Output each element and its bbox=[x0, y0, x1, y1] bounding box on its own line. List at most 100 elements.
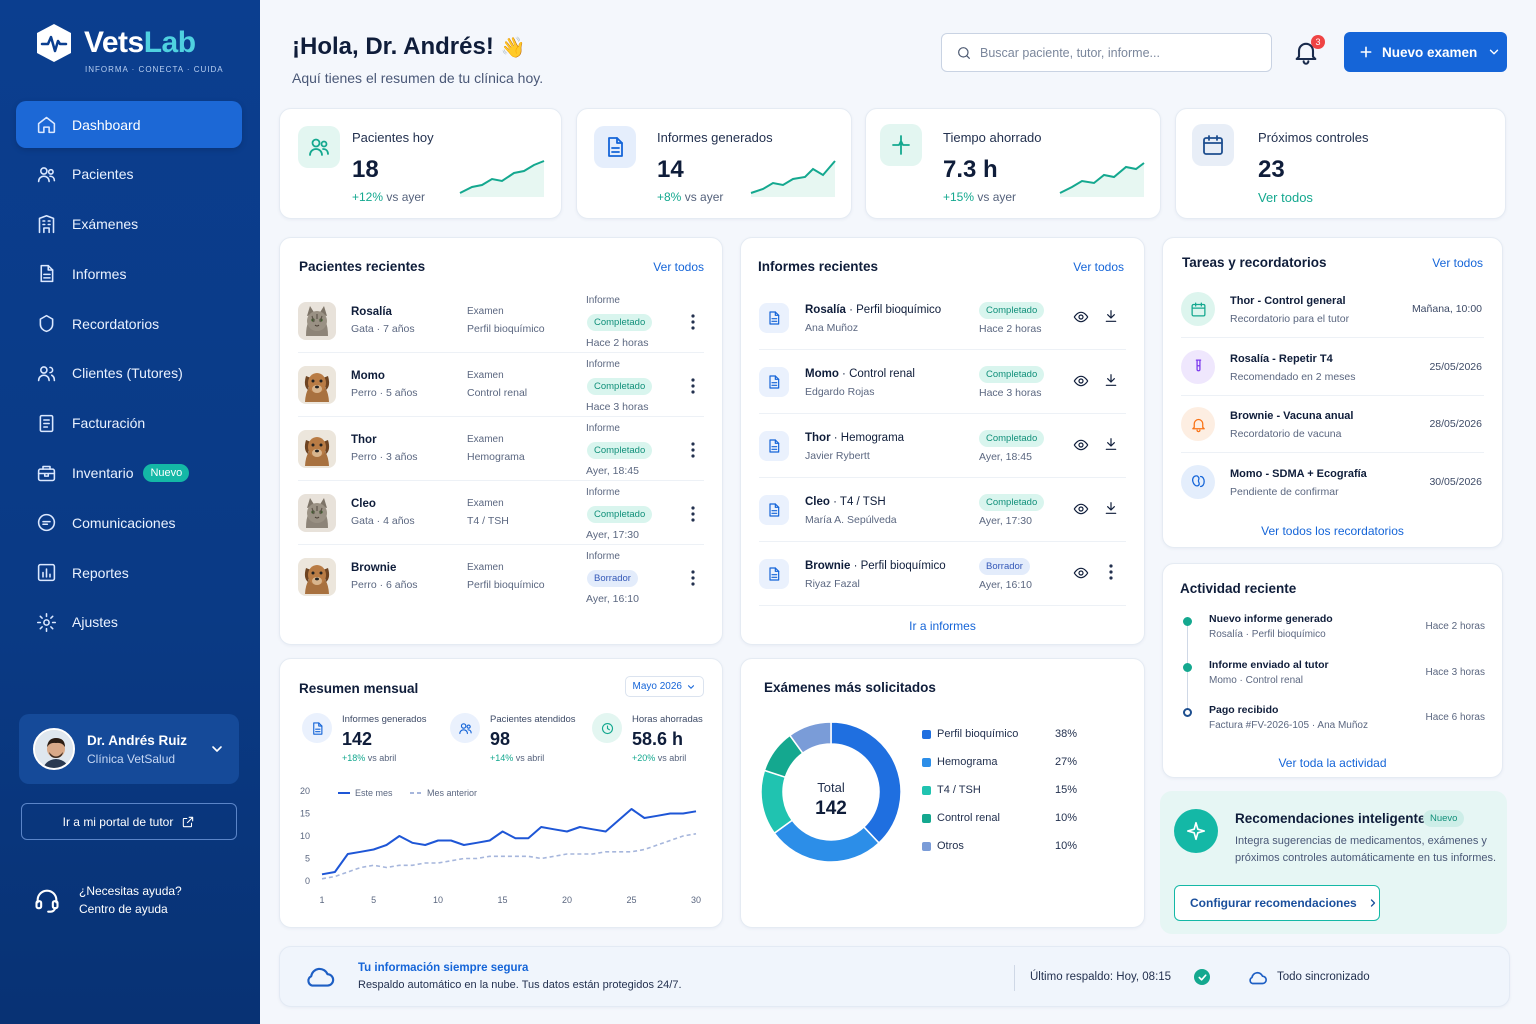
donut-slice-hemograma[interactable] bbox=[773, 819, 880, 863]
help-center-link[interactable]: ¿Necesitas ayuda? Centro de ayuda bbox=[33, 882, 182, 918]
cloud-icon bbox=[307, 967, 335, 987]
search-input[interactable] bbox=[980, 45, 1250, 60]
sidebar-item-label: Reportes bbox=[72, 564, 129, 581]
donut-slice-otros[interactable] bbox=[788, 721, 832, 755]
sidebar-item-dashboard[interactable]: Dashboard bbox=[16, 101, 242, 148]
sidebar-item-label: Exámenes bbox=[72, 216, 139, 233]
table-row[interactable]: Momo Perro · 5 años Examen Control renal… bbox=[298, 353, 704, 417]
table-row[interactable]: Momo · Control renal Edgardo Rojas Compl… bbox=[759, 350, 1126, 414]
task-title: Momo - SDMA + Ecografía bbox=[1230, 467, 1367, 480]
table-row[interactable]: Cleo Gata · 4 años Examen T4 / TSH Infor… bbox=[298, 481, 704, 545]
more-options-icon[interactable] bbox=[691, 442, 695, 458]
download-button[interactable] bbox=[1103, 500, 1119, 516]
document-icon-wrap bbox=[759, 303, 789, 333]
sidebar-item-informes[interactable]: Informes bbox=[16, 250, 242, 297]
view-button[interactable] bbox=[1073, 565, 1089, 581]
kpi-value: 23 bbox=[1258, 156, 1285, 183]
task-icon-wrap bbox=[1181, 292, 1215, 326]
go-to-reports-link[interactable]: Ir a informes bbox=[909, 619, 976, 633]
month-select[interactable]: Mayo 2026 bbox=[624, 676, 704, 697]
status-badge: Completado bbox=[979, 494, 1045, 511]
status-badge: Borrador bbox=[587, 570, 638, 587]
sidebar-item-recordatorios[interactable]: Recordatorios bbox=[16, 300, 242, 347]
exams-donut-chart bbox=[760, 721, 902, 863]
stat-value: 98 bbox=[490, 729, 511, 749]
cloud-sync-icon bbox=[1249, 971, 1267, 985]
task-item[interactable]: Thor - Control general Recordatorio para… bbox=[1181, 281, 1484, 338]
security-text: Respaldo automático en la nube. Tus dato… bbox=[358, 979, 682, 991]
task-item[interactable]: Rosalía - Repetir T4 Recomendado en 2 me… bbox=[1181, 339, 1484, 396]
chevron-down-icon[interactable] bbox=[209, 741, 225, 757]
pet-photo bbox=[298, 366, 336, 404]
more-options-icon[interactable] bbox=[691, 378, 695, 394]
view-all-reminders-link[interactable]: Ver todos los recordatorios bbox=[1261, 524, 1404, 538]
new-exam-button[interactable]: Nuevo examen bbox=[1344, 32, 1507, 72]
table-row[interactable]: Rosalía Gata · 7 años Examen Perfil bioq… bbox=[298, 289, 704, 353]
stat-delta: +14% vs abril bbox=[490, 753, 545, 763]
document-icon bbox=[769, 311, 780, 325]
report-time: Hace 2 horas bbox=[979, 323, 1042, 335]
notification-bell-icon[interactable] bbox=[1292, 38, 1320, 66]
view-all-link[interactable]: Ver todos bbox=[1432, 256, 1483, 270]
kpi-view-all-link[interactable]: Ver todos bbox=[1258, 190, 1313, 205]
table-row[interactable]: Brownie Perro · 6 años Examen Perfil bio… bbox=[298, 545, 704, 609]
sidebar-item-clientes-tutores[interactable]: Clientes (Tutores) bbox=[16, 350, 242, 397]
user-card[interactable]: Dr. Andrés Ruiz Clínica VetSalud bbox=[19, 714, 239, 784]
view-button[interactable] bbox=[1073, 309, 1089, 325]
table-row[interactable]: Rosalía · Perfil bioquímico Ana Muñoz Co… bbox=[759, 286, 1126, 350]
sidebar-item-pacientes[interactable]: Pacientes bbox=[16, 151, 242, 198]
series-line-this-month bbox=[321, 808, 697, 876]
more-options-icon[interactable] bbox=[1109, 564, 1113, 580]
activity-item[interactable]: Nuevo informe generado Rosalía · Perfil … bbox=[1163, 611, 1502, 656]
more-button[interactable] bbox=[1103, 564, 1113, 580]
view-button[interactable] bbox=[1073, 501, 1089, 517]
plus-icon bbox=[1360, 46, 1372, 58]
view-button[interactable] bbox=[1073, 373, 1089, 389]
table-row[interactable]: Thor · Hemograma Javier Rybertt Completa… bbox=[759, 414, 1126, 478]
view-all-link[interactable]: Ver todos bbox=[1073, 260, 1124, 274]
monthly-stat: Informes generados 142 +18% vs abril bbox=[302, 711, 442, 771]
sidebar-item-label: Informes bbox=[72, 265, 127, 282]
more-options-icon[interactable] bbox=[691, 506, 695, 522]
sidebar-item-reportes[interactable]: Reportes bbox=[16, 549, 242, 596]
task-item[interactable]: Brownie - Vacuna anual Recordatorio de v… bbox=[1181, 396, 1484, 453]
sidebar-item-ajustes[interactable]: Ajustes bbox=[16, 599, 242, 646]
more-options-icon[interactable] bbox=[691, 314, 695, 330]
legend-swatch bbox=[922, 841, 931, 851]
tutor-portal-button[interactable]: Ir a mi portal de tutor bbox=[21, 803, 237, 840]
table-row[interactable]: Brownie · Perfil bioquímico Riyaz Fazal … bbox=[759, 542, 1126, 606]
last-backup-text: Último respaldo: Hoy, 08:15 bbox=[1030, 971, 1172, 983]
activity-item[interactable]: Pago recibido Factura #FV-2026-105 · Ana… bbox=[1163, 702, 1502, 747]
bell-icon bbox=[1191, 418, 1205, 432]
more-options-icon[interactable] bbox=[691, 570, 695, 586]
view-all-link[interactable]: Ver todos bbox=[653, 260, 704, 274]
report-title: Cleo · T4 / TSH bbox=[805, 496, 886, 508]
donut-total-value: 142 bbox=[815, 798, 847, 819]
configure-recommendations-button[interactable]: Configurar recomendaciones bbox=[1174, 885, 1380, 921]
table-row[interactable]: Cleo · T4 / TSH María A. Sepúlveda Compl… bbox=[759, 478, 1126, 542]
search-box[interactable] bbox=[941, 33, 1272, 72]
task-item[interactable]: Momo - SDMA + Ecografía Pendiente de con… bbox=[1181, 454, 1484, 511]
download-button[interactable] bbox=[1103, 308, 1119, 324]
sidebar-item-facturación[interactable]: Facturación bbox=[16, 400, 242, 447]
x-tick-label: 5 bbox=[371, 895, 376, 905]
download-button[interactable] bbox=[1103, 436, 1119, 452]
patient-name: Cleo bbox=[351, 498, 376, 510]
configure-recommendations-label: Configurar recomendaciones bbox=[1190, 896, 1357, 910]
sidebar-item-inventario[interactable]: Inventario Nuevo bbox=[16, 450, 242, 497]
sidebar-item-exámenes[interactable]: Exámenes bbox=[16, 201, 242, 248]
patient-name: Brownie bbox=[351, 562, 397, 574]
eye-icon bbox=[1073, 567, 1089, 579]
sidebar-item-comunicaciones[interactable]: Comunicaciones bbox=[16, 499, 242, 546]
activity-item[interactable]: Informe enviado al tutor Momo · Control … bbox=[1163, 657, 1502, 702]
brand-logo[interactable]: VetsLab bbox=[34, 22, 196, 64]
external-link-icon bbox=[183, 816, 194, 827]
download-button[interactable] bbox=[1103, 372, 1119, 388]
legend-item: Control renal 10% bbox=[922, 812, 1092, 824]
view-all-activity-link[interactable]: Ver toda la actividad bbox=[1278, 756, 1387, 770]
home-icon bbox=[37, 116, 56, 134]
calendar-icon bbox=[1203, 135, 1223, 155]
view-button[interactable] bbox=[1073, 437, 1089, 453]
table-row[interactable]: Thor Perro · 3 años Examen Hemograma Inf… bbox=[298, 417, 704, 481]
activity-title: Nuevo informe generado bbox=[1209, 613, 1333, 625]
